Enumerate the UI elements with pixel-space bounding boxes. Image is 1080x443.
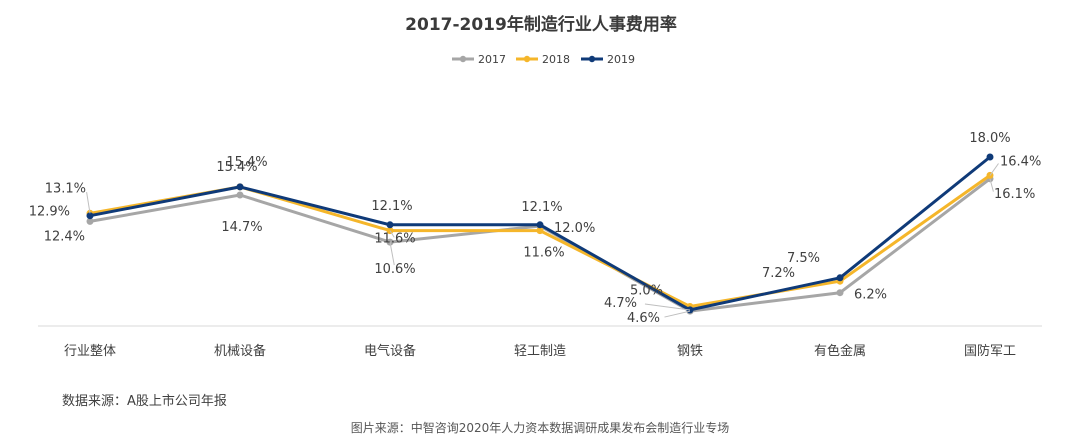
leader-line [389,230,395,238]
data-label: 18.0% [969,131,1010,146]
chart-title: 2017-2019年制造行业人事费用率 [405,14,677,35]
x-tick-label: 钢铁 [677,344,703,359]
legend-item-2018: 2018 [516,53,570,66]
data-label: 6.2% [854,288,887,303]
legend-item-2017: 2017 [452,53,506,66]
data-label: 4.6% [627,311,660,326]
data-label: 7.5% [787,251,820,266]
x-tick-label: 有色金属 [814,343,866,359]
data-label: 13.1% [45,181,86,196]
data-point [836,274,844,282]
data-label: 12.1% [371,199,412,214]
data-label: 7.2% [762,266,795,281]
data-point [86,217,94,225]
x-tick-label: 机械设备 [214,343,266,359]
data-labels: 12.4% 14.7% 10.6% 12.0% 4.6% 6.2% 16.1% 13.1% 15… [29,131,1042,326]
image-source-note: 图片来源：中智咨询2020年人力资本数据调研成果发布会制造行业专场 [350,421,730,435]
data-label: 10.6% [374,262,415,277]
data-point [836,289,844,297]
data-point [386,221,394,229]
legend-marker [459,55,467,63]
leader-line [989,178,994,192]
leader-line [389,242,395,266]
x-tick-label: 电气设备 [364,343,416,359]
data-label: 12.0% [554,221,595,236]
x-tick-label: 轻工制造 [514,344,566,359]
data-label: 15.4% [226,155,267,170]
data-label: 16.1% [994,187,1035,202]
x-tick-label: 行业整体 [64,344,116,359]
x-tick-labels: 行业整体 机械设备 电气设备 轻工制造 钢铁 有色金属 国防军工 [64,343,1016,359]
leader-lines [86,163,999,318]
legend-label: 2019 [607,53,635,66]
legend-marker [588,55,596,63]
data-label: 14.7% [221,220,262,235]
legend-label: 2018 [542,53,570,66]
x-tick-label: 国防军工 [964,343,1016,359]
data-label: 11.6% [523,246,564,261]
data-point [536,227,544,235]
data-point [86,212,94,220]
legend-label: 2017 [478,53,506,66]
data-point [986,153,994,161]
data-source-note: 数据来源：A股上市公司年报 [62,394,227,409]
data-label: 5.0% [630,284,663,299]
data-label: 16.4% [1000,154,1041,169]
data-label: 12.1% [521,200,562,215]
data-point [236,183,244,191]
leader-line [644,303,691,311]
data-point [236,191,244,199]
leader-line [664,310,691,318]
data-label: 12.4% [44,229,85,244]
data-label: 12.9% [29,205,70,220]
data-label: 11.6% [374,232,415,247]
series-2019 [86,153,994,314]
data-label: 4.7% [604,296,637,311]
data-point [536,221,544,229]
legend-item-2019: 2019 [581,53,635,66]
series-lines [86,153,994,315]
leader-line [989,163,999,176]
data-label: 15.4% [216,160,257,175]
leader-line [86,192,91,214]
legend-marker [523,55,531,63]
chart-legend: 2017 2018 2019 [452,53,635,66]
